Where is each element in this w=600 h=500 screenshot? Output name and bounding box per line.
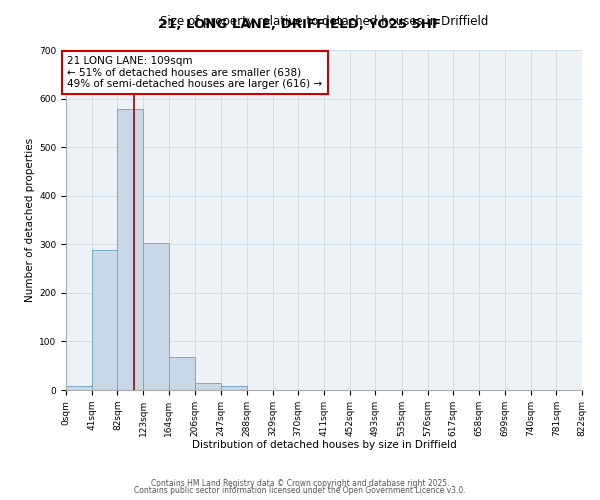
Bar	[66, 386, 92, 390]
X-axis label: Distribution of detached houses by size in Driffield: Distribution of detached houses by size …	[191, 440, 457, 450]
Text: Contains public sector information licensed under the Open Government Licence v3: Contains public sector information licen…	[134, 486, 466, 495]
Text: 21, LONG LANE, DRIFFIELD, YO25 5HF: 21, LONG LANE, DRIFFIELD, YO25 5HF	[158, 18, 442, 30]
Title: Size of property relative to detached houses in Driffield: Size of property relative to detached ho…	[160, 15, 488, 28]
Bar	[169, 357, 196, 390]
Bar	[92, 250, 118, 390]
Text: Contains HM Land Registry data © Crown copyright and database right 2025.: Contains HM Land Registry data © Crown c…	[151, 478, 449, 488]
Y-axis label: Number of detached properties: Number of detached properties	[25, 138, 35, 302]
Bar	[196, 382, 221, 390]
Text: 21 LONG LANE: 109sqm
← 51% of detached houses are smaller (638)
49% of semi-deta: 21 LONG LANE: 109sqm ← 51% of detached h…	[67, 56, 322, 89]
Bar	[143, 243, 169, 390]
Bar	[118, 110, 143, 390]
Bar	[221, 386, 247, 390]
